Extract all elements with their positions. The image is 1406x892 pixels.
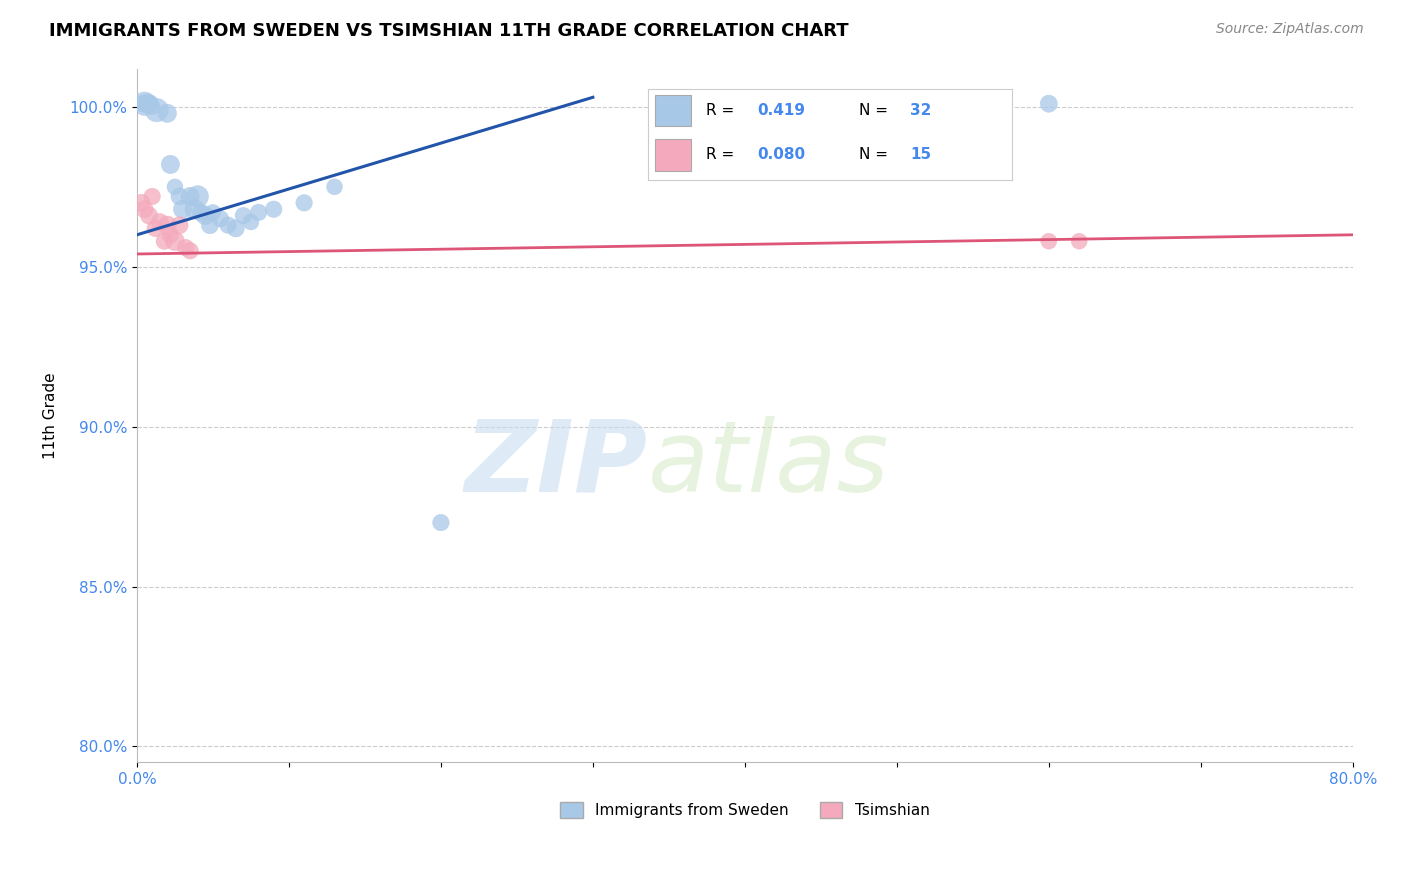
Point xyxy=(209,211,232,226)
Point xyxy=(131,195,153,210)
Point xyxy=(190,205,212,219)
Point xyxy=(198,218,221,232)
Point xyxy=(225,221,247,235)
Point xyxy=(194,209,217,223)
Y-axis label: 11th Grade: 11th Grade xyxy=(44,372,58,458)
Text: ZIP: ZIP xyxy=(464,416,648,513)
Text: IMMIGRANTS FROM SWEDEN VS TSIMSHIAN 11TH GRADE CORRELATION CHART: IMMIGRANTS FROM SWEDEN VS TSIMSHIAN 11TH… xyxy=(49,22,849,40)
Point xyxy=(143,221,166,235)
Text: atlas: atlas xyxy=(648,416,889,513)
Point xyxy=(163,179,186,194)
Point xyxy=(136,96,159,111)
Point xyxy=(187,189,209,203)
Point xyxy=(153,234,176,248)
Point xyxy=(138,209,160,223)
Legend: Immigrants from Sweden, Tsimshian: Immigrants from Sweden, Tsimshian xyxy=(554,796,935,824)
Text: Source: ZipAtlas.com: Source: ZipAtlas.com xyxy=(1216,22,1364,37)
Point xyxy=(183,202,205,217)
Point xyxy=(169,218,191,232)
Point xyxy=(174,241,197,255)
Point xyxy=(156,106,179,120)
Point xyxy=(1038,96,1060,111)
Point xyxy=(149,215,172,229)
Point xyxy=(658,106,681,120)
Point xyxy=(179,244,201,258)
Point xyxy=(263,202,285,217)
Point xyxy=(139,96,162,111)
Point xyxy=(134,96,156,111)
Point xyxy=(156,218,179,232)
Point xyxy=(292,195,315,210)
Point xyxy=(172,202,194,217)
Point xyxy=(163,234,186,248)
Point xyxy=(1069,234,1091,248)
Point xyxy=(169,189,191,203)
Point xyxy=(430,516,453,530)
Point xyxy=(131,96,153,111)
Point xyxy=(141,100,163,114)
Point xyxy=(159,157,181,171)
Point xyxy=(239,215,262,229)
Point xyxy=(201,205,224,219)
Point xyxy=(1038,234,1060,248)
Point xyxy=(141,189,163,203)
Point xyxy=(138,96,160,111)
Point xyxy=(179,189,201,203)
Point xyxy=(135,96,157,111)
Point xyxy=(323,179,346,194)
Point xyxy=(134,202,156,217)
Point xyxy=(159,227,181,242)
Point xyxy=(247,205,270,219)
Point xyxy=(232,209,254,223)
Point xyxy=(217,218,239,232)
Point xyxy=(145,103,167,117)
